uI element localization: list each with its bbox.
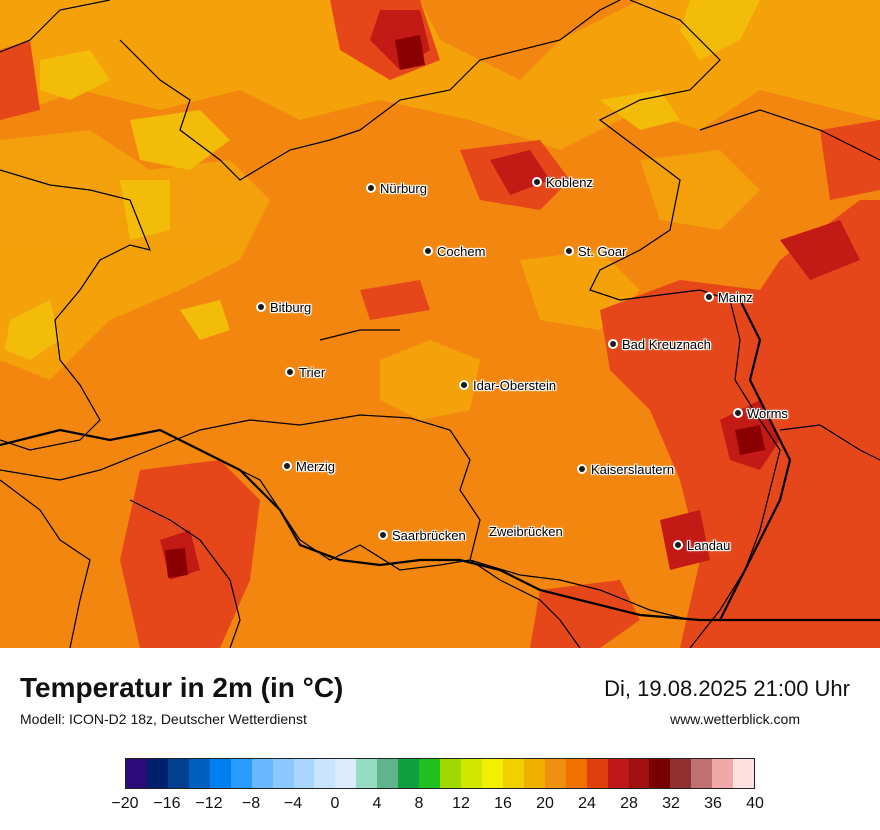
city-label: Trier xyxy=(299,365,326,380)
city-label: Kaiserslautern xyxy=(591,462,675,477)
city-saarbruecken[interactable]: Saarbrücken xyxy=(378,528,466,544)
legend-color-swatch xyxy=(733,759,755,788)
legend-tick-label: −8 xyxy=(241,795,261,812)
legend-color-swatch xyxy=(712,759,734,788)
city-marker-icon xyxy=(282,461,292,472)
color-legend-bar xyxy=(125,758,755,789)
legend-color-swatch xyxy=(293,759,315,788)
city-marker-icon xyxy=(564,246,574,257)
legend-color-swatch xyxy=(440,759,461,788)
legend-color-swatch xyxy=(481,759,503,788)
city-bad-kreuznach[interactable]: Bad Kreuznach xyxy=(608,337,711,353)
legend-color-swatch xyxy=(272,759,294,788)
legend-color-swatch xyxy=(544,759,566,788)
legend-color-swatch xyxy=(628,759,650,788)
city-label: Saarbrücken xyxy=(392,528,466,543)
city-zweibruecken[interactable]: Zweibrücken xyxy=(489,524,563,540)
legend-color-swatch xyxy=(565,759,587,788)
city-nuerburg[interactable]: Nürburg xyxy=(366,181,427,197)
city-label: Nürburg xyxy=(380,181,427,196)
legend-color-swatch xyxy=(398,759,420,788)
city-mainz[interactable]: Mainz xyxy=(704,290,753,306)
legend-color-swatch xyxy=(356,759,378,788)
color-legend-ticks: −20 −16 −12 −8 −4 0 4 8 12 16 20 24 28 32 36 40 xyxy=(0,795,880,819)
legend-tick-label: 12 xyxy=(452,795,470,812)
legend-color-swatch xyxy=(377,759,399,788)
legend-tick-label: 24 xyxy=(578,795,596,812)
city-label: Cochem xyxy=(437,244,486,259)
forecast-datetime: Di, 19.08.2025 21:00 Uhr xyxy=(604,676,850,701)
city-label: Merzig xyxy=(296,459,336,474)
city-koblenz[interactable]: Koblenz xyxy=(532,175,593,191)
city-marker-icon xyxy=(733,408,743,419)
city-kaiserslautern[interactable]: Kaiserslautern xyxy=(577,462,674,478)
legend-color-swatch xyxy=(209,759,231,788)
city-label: Bad Kreuznach xyxy=(622,337,711,352)
legend-tick-label: −12 xyxy=(195,795,223,812)
city-marker-icon xyxy=(459,380,469,391)
city-marker-icon xyxy=(608,339,618,350)
city-marker-icon xyxy=(256,302,266,313)
legend-tick-label: 40 xyxy=(746,795,764,812)
legend-tick-label: 16 xyxy=(494,795,512,812)
legend-color-swatch xyxy=(461,759,482,788)
legend-color-swatch xyxy=(691,759,713,788)
legend-tick-label: 32 xyxy=(662,795,680,812)
map-layer xyxy=(0,0,880,648)
city-landau[interactable]: Landau xyxy=(673,538,730,554)
legend-color-swatch xyxy=(230,759,252,788)
legend-color-swatch xyxy=(314,759,336,788)
city-marker-icon xyxy=(532,177,542,188)
legend-tick-label: 28 xyxy=(620,795,638,812)
legend-color-swatch xyxy=(335,759,357,788)
city-worms[interactable]: Worms xyxy=(733,406,788,422)
legend-tick-label: −16 xyxy=(153,795,181,812)
legend-tick-label: 8 xyxy=(414,795,424,812)
website-link[interactable]: www.wetterblick.com xyxy=(670,711,800,727)
city-st-goar[interactable]: St. Goar xyxy=(564,244,626,260)
legend-tick-label: 4 xyxy=(372,795,382,812)
legend-tick-label: 0 xyxy=(330,795,340,812)
city-label: Worms xyxy=(747,406,788,421)
city-cochem[interactable]: Cochem xyxy=(423,244,485,260)
city-marker-icon xyxy=(366,183,376,194)
legend-color-swatch xyxy=(670,759,692,788)
city-marker-icon xyxy=(577,464,587,475)
city-marker-icon xyxy=(285,367,295,378)
legend-color-swatch xyxy=(502,759,524,788)
city-marker-icon xyxy=(423,246,433,257)
legend-tick-label: 20 xyxy=(536,795,554,812)
legend-tick-label: −4 xyxy=(283,795,303,812)
city-label: Koblenz xyxy=(546,175,593,190)
city-marker-icon xyxy=(378,530,388,541)
city-merzig[interactable]: Merzig xyxy=(282,459,335,475)
legend-color-swatch xyxy=(586,759,608,788)
model-source: Modell: ICON-D2 18z, Deutscher Wetterdie… xyxy=(20,711,307,727)
legend-color-swatch xyxy=(251,759,273,788)
city-trier[interactable]: Trier xyxy=(285,365,325,381)
city-label: St. Goar xyxy=(578,244,627,259)
legend-color-swatch xyxy=(607,759,629,788)
legend-color-swatch xyxy=(188,759,210,788)
city-label: Landau xyxy=(687,538,731,553)
legend-color-swatch xyxy=(523,759,545,788)
map-title: Temperatur in 2m (in °C) xyxy=(20,672,344,703)
legend-color-swatch xyxy=(126,759,147,788)
temperature-map[interactable]: Nürburg Koblenz Cochem St. Goar Bitburg … xyxy=(0,0,880,648)
city-marker-icon xyxy=(673,540,683,551)
legend-color-swatch xyxy=(419,759,441,788)
city-label: Bitburg xyxy=(270,300,312,315)
city-marker-icon xyxy=(704,292,714,303)
legend-tick-label: −20 xyxy=(111,795,139,812)
legend-color-swatch xyxy=(649,759,671,788)
legend-color-swatch xyxy=(146,759,168,788)
city-idar-oberstein[interactable]: Idar-Oberstein xyxy=(459,378,556,394)
city-bitburg[interactable]: Bitburg xyxy=(256,300,311,316)
city-label: Mainz xyxy=(718,290,753,305)
city-label: Idar-Oberstein xyxy=(473,378,557,393)
legend-color-swatch xyxy=(167,759,189,788)
city-label: Zweibrücken xyxy=(489,524,563,539)
legend-tick-label: 36 xyxy=(704,795,722,812)
